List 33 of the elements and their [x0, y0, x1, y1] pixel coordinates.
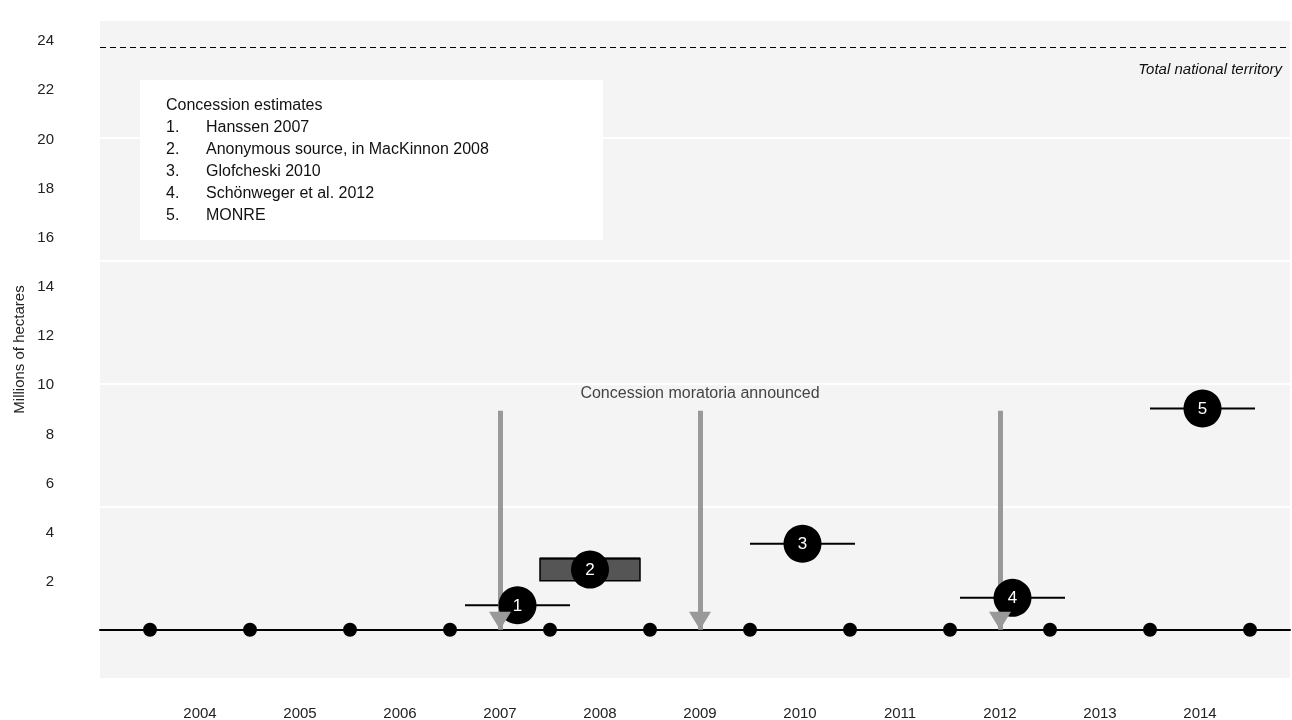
y-tick-label: 22 — [37, 80, 54, 98]
y-tick-label: 2 — [45, 572, 54, 590]
y-tick-label: 12 — [37, 326, 54, 344]
x-tick-label: 2006 — [383, 704, 417, 720]
key-box: Concession estimates 1. Hanssen 2007 2. Anonymous source, in MacKinnon 2008 3. Glofcheski 2010 4. Schönweger et al. 2012 5. MONRE — [140, 80, 603, 240]
ref-line-label: Total national territory — [1138, 60, 1284, 78]
x-tick-label: 2010 — [783, 704, 817, 720]
y-tick-label: 16 — [37, 227, 54, 245]
y-tick-label: 18 — [37, 178, 54, 196]
annotation: Concession estimates — [166, 95, 324, 115]
x-tick-label: 2005 — [283, 704, 317, 720]
x-tick-label: 2007 — [483, 704, 517, 720]
y-tick-label: 4 — [45, 522, 54, 540]
series-label: 5 — [1197, 399, 1208, 419]
y-tick-label: 10 — [37, 375, 54, 393]
y-tick-label: 14 — [37, 277, 54, 295]
y-tick-label: 20 — [37, 129, 54, 147]
x-tick-label: 2004 — [183, 704, 217, 720]
series-label: 2 — [585, 560, 595, 580]
series-label: 1 — [512, 595, 523, 615]
x-tick-label: 2014 — [1183, 704, 1217, 720]
y-tick-label: 24 — [37, 31, 54, 49]
y-axis-title: Millions of hectares — [10, 285, 28, 414]
series-label: 4 — [1007, 588, 1018, 608]
x-tick-label: 2013 — [1083, 704, 1117, 720]
annotation: Concession moratoria announced — [580, 384, 820, 402]
x-tick-label: 2009 — [683, 704, 717, 720]
y-tick-label: 6 — [45, 473, 54, 491]
y-tick-label: 8 — [45, 424, 54, 442]
x-tick-label: 2008 — [583, 704, 617, 720]
x-tick-label: 2011 — [883, 704, 917, 720]
x-tick-label: 2012 — [983, 704, 1017, 720]
series-label: 3 — [797, 534, 808, 554]
